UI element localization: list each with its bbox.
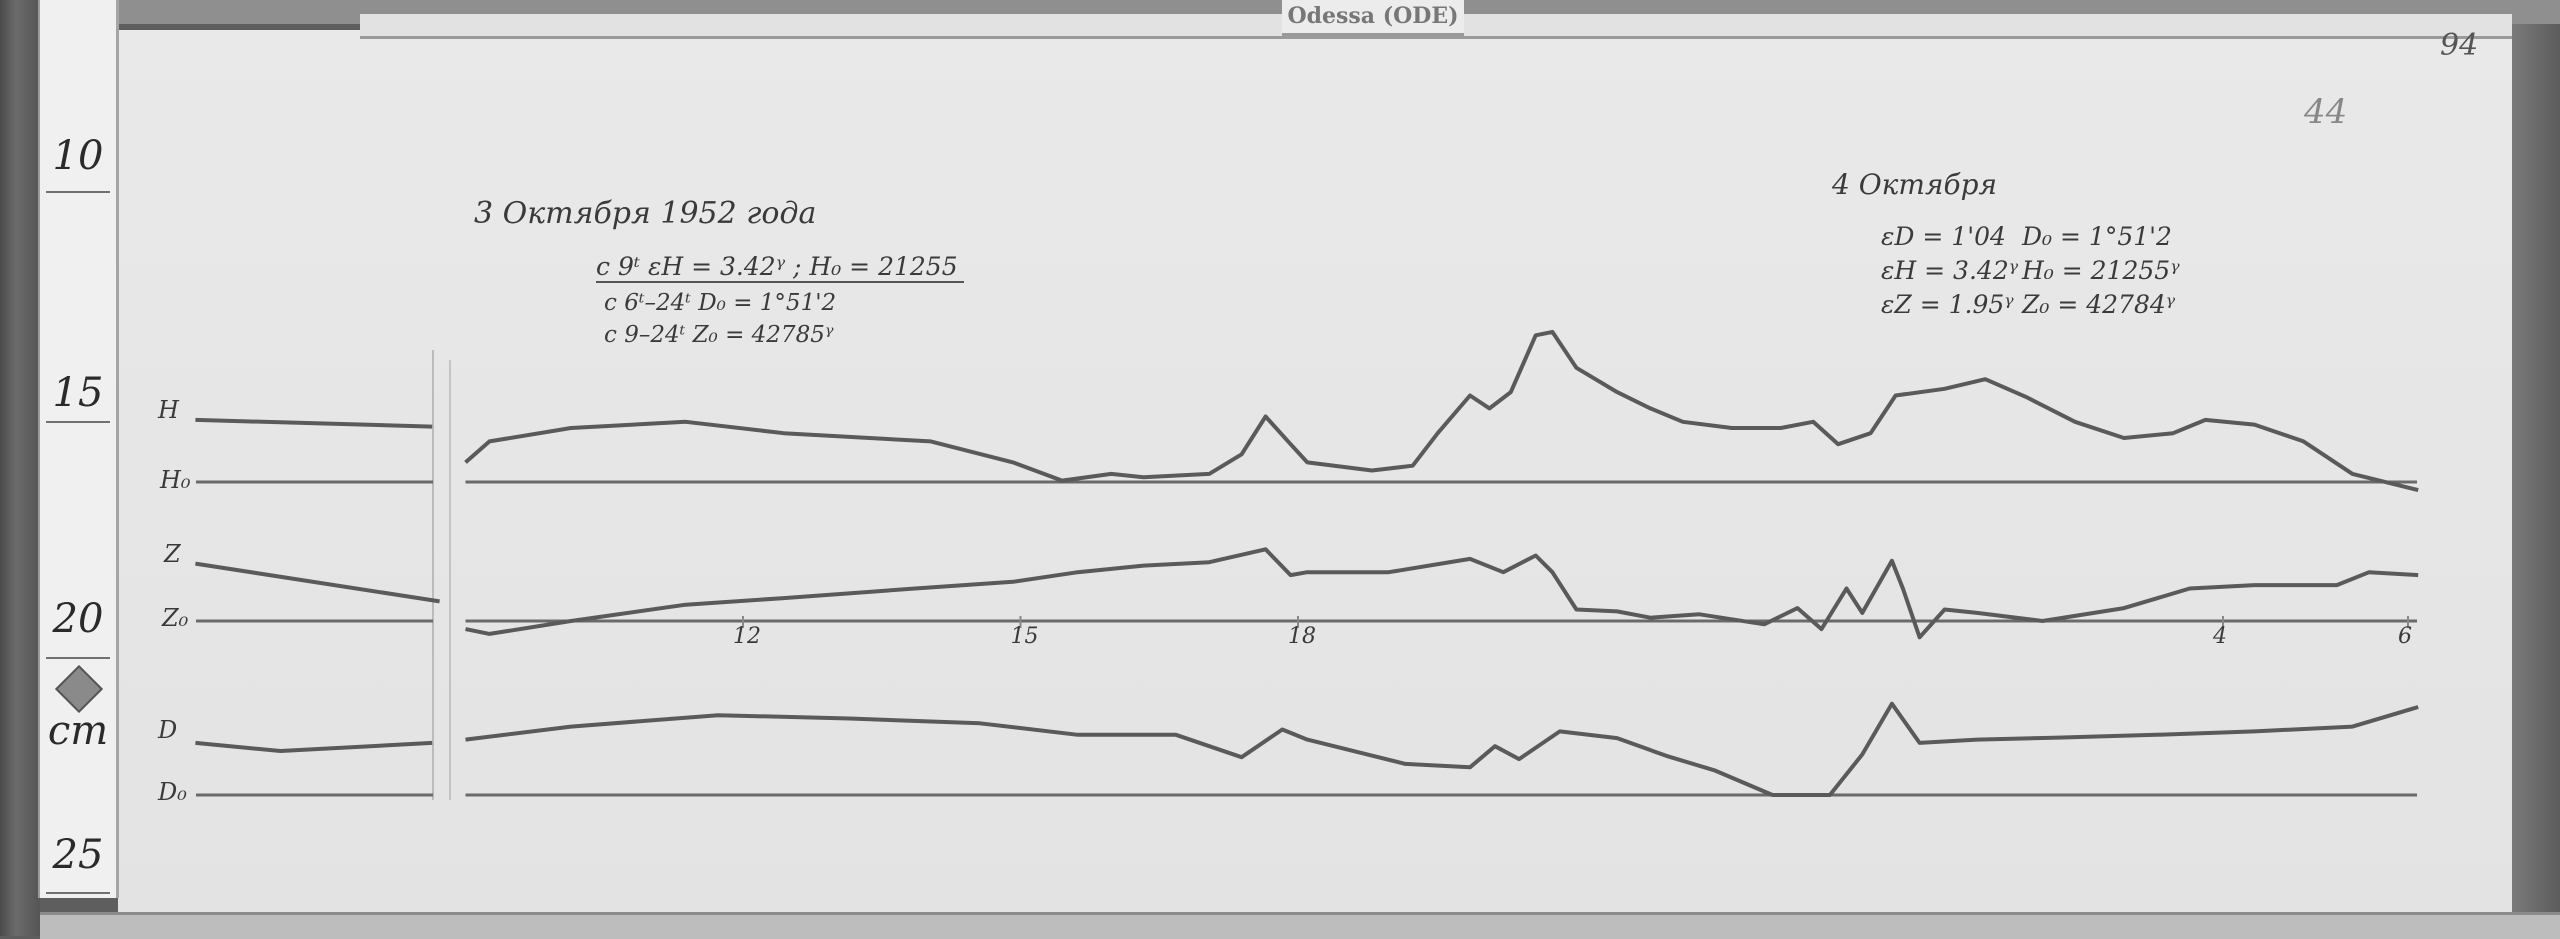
day1-date: 3 Октября 1952 года [474, 196, 817, 231]
trace-label-z: Z [164, 540, 181, 568]
day2-scale-z: εZ = 1.95ᵞ [1881, 290, 2014, 319]
baseline-label-z0: Z₀ [162, 604, 189, 632]
wood-background [0, 0, 40, 936]
magnetogram-sheet [118, 30, 2512, 912]
ruler-label-10: 10 [52, 133, 104, 179]
trace-z [465, 547, 2419, 640]
ruler-label-15: 15 [52, 370, 104, 416]
time-tick-label: 15 [1010, 624, 1039, 649]
ruler-divider [46, 191, 110, 193]
day2-scale-h: εH = 3.42ᵞ [1881, 256, 2019, 285]
ruler-divider [46, 892, 110, 894]
ruler-divider [46, 421, 110, 423]
trace-label-d: D [158, 716, 178, 744]
trace-d-pre [195, 740, 433, 753]
trace-label-h: H [158, 396, 179, 424]
ruler-divider [46, 657, 110, 659]
day2-date: 4 Октября [1832, 168, 1998, 201]
ruler-unit-cm: cm [47, 708, 109, 754]
baseline-label-h0: H₀ [160, 466, 191, 494]
sheet-number: 94 [2440, 28, 2479, 63]
bottom-frame [40, 912, 2560, 939]
station-label: Odessa (ODE) [1282, 0, 1464, 36]
day2-scale-d: εD = 1'04 [1881, 222, 2006, 251]
time-tick-label: 6 [2398, 624, 2412, 649]
baseline-label-d0: D₀ [158, 778, 187, 806]
day1-base-z: c 9–24ᵗ Z₀ = 42785ᵞ [604, 322, 834, 348]
trace-h [464, 329, 2419, 493]
time-tick-label: 4 [2213, 624, 2227, 649]
ruler-label-25: 25 [52, 832, 104, 878]
day2-base-h: H₀ = 21255ᵞ [2022, 256, 2180, 285]
cm-ruler: 10 15 20 cm 25 [38, 0, 119, 898]
day1-scale-h: c 9ᵗ εH = 3.42ᵞ ; H₀ = 21255 [596, 252, 964, 283]
trace-z-pre [195, 561, 440, 604]
day2-base-z: Z₀ = 42784ᵞ [2022, 290, 2176, 319]
time-tick-label: 12 [733, 624, 761, 649]
wood-background-right [2512, 0, 2560, 936]
trace-h-pre [195, 417, 433, 429]
trace-d [465, 701, 2419, 797]
time-tick-label: 18 [1288, 624, 1316, 649]
day2-base-d: D₀ = 1°51'2 [2022, 222, 2172, 251]
day1-base-d: c 6ᵗ–24ᵗ D₀ = 1°51'2 [604, 290, 837, 316]
ruler-label-20: 20 [52, 596, 104, 642]
pencil-mark: 44 [2304, 92, 2348, 132]
